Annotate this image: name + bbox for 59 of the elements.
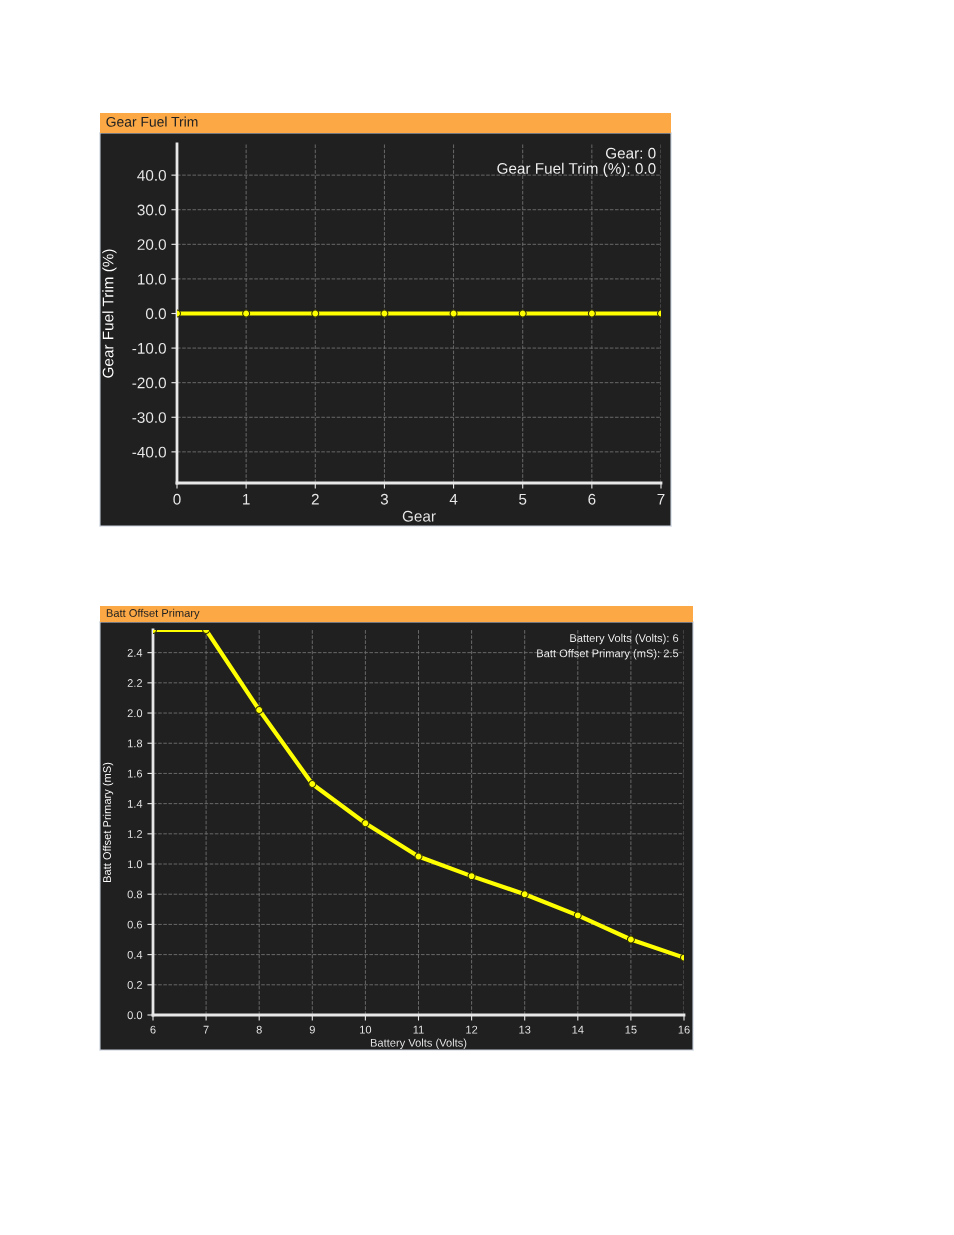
y-tick-label: 2.2 xyxy=(127,679,143,687)
y-tick-label: 0.0 xyxy=(145,308,166,320)
annotation: Battery Volts (Volts): 6 xyxy=(570,633,679,645)
point xyxy=(520,890,529,899)
y-tick-label: -40.0 xyxy=(132,446,166,458)
x-tick-label: 15 xyxy=(625,1025,637,1034)
annotation: Gear: 0 xyxy=(605,147,656,159)
x-tick-label: 6 xyxy=(150,1025,156,1034)
y-tick-label: 30.0 xyxy=(137,204,166,216)
x-tick-label: 13 xyxy=(519,1025,531,1034)
y-tick-label: 1.8 xyxy=(127,739,143,748)
point xyxy=(414,852,423,861)
x-tick-label: 4 xyxy=(449,493,458,505)
point xyxy=(573,911,582,920)
x-tick-label: 7 xyxy=(203,1025,209,1034)
y-tick-label: 2.0 xyxy=(127,709,143,718)
x-tick-label: 1 xyxy=(243,493,250,505)
y-tick-label: 0.2 xyxy=(127,981,143,989)
x-tick-label: 2 xyxy=(311,493,319,505)
y-tick-label: 40.0 xyxy=(137,170,166,181)
annotation: Batt Offset Primary (mS): 2.5 xyxy=(537,649,679,660)
y-tick-label: 1.0 xyxy=(127,860,143,869)
x-axis-title: Battery Volts (Volts) xyxy=(370,1038,467,1049)
x-tick-label: 5 xyxy=(519,493,527,505)
y-tick-label: -10.0 xyxy=(132,342,166,354)
point xyxy=(467,872,476,881)
y-tick-label: 20.0 xyxy=(137,239,166,250)
chart-title: Batt Offset Primary xyxy=(106,608,200,620)
x-tick-label: 3 xyxy=(380,493,389,505)
y-tick-label: 10.0 xyxy=(138,273,166,285)
y-tick-label: 0.8 xyxy=(127,890,143,899)
x-tick-label: 12 xyxy=(466,1025,478,1034)
x-axis-title: Gear xyxy=(402,510,436,522)
point xyxy=(308,780,317,788)
point xyxy=(361,819,370,828)
y-axis-title: Gear Fuel Trim (%) xyxy=(102,249,117,378)
y-tick-label: 0.6 xyxy=(127,920,143,929)
y-tick-label: 1.4 xyxy=(127,800,143,808)
x-tick-label: 7 xyxy=(657,493,665,505)
chart-title: Gear Fuel Trim xyxy=(106,116,198,127)
y-tick-label: 1.6 xyxy=(127,769,143,778)
x-tick-label: 0 xyxy=(173,493,181,505)
x-tick-label: 14 xyxy=(572,1025,584,1034)
point xyxy=(626,935,635,944)
y-tick-label: 0.4 xyxy=(127,950,143,959)
x-tick-label: 8 xyxy=(256,1025,262,1034)
x-tick-label: 16 xyxy=(678,1025,690,1034)
x-tick-label: 11 xyxy=(413,1025,424,1034)
y-tick-label: -20.0 xyxy=(132,377,166,389)
x-tick-label: 6 xyxy=(588,493,596,505)
x-tick-label: 10 xyxy=(360,1025,372,1034)
y-tick-label: -30.0 xyxy=(132,412,166,423)
y-tick-label: 2.4 xyxy=(127,648,143,657)
y-axis-title: Batt Offset Primary (mS) xyxy=(102,762,114,882)
annotation: Gear Fuel Trim (%): 0.0 xyxy=(497,162,656,177)
y-tick-label: 1.2 xyxy=(127,830,143,838)
x-tick-label: 9 xyxy=(309,1025,315,1034)
point xyxy=(255,706,264,715)
y-tick-label: 0.0 xyxy=(127,1011,143,1020)
